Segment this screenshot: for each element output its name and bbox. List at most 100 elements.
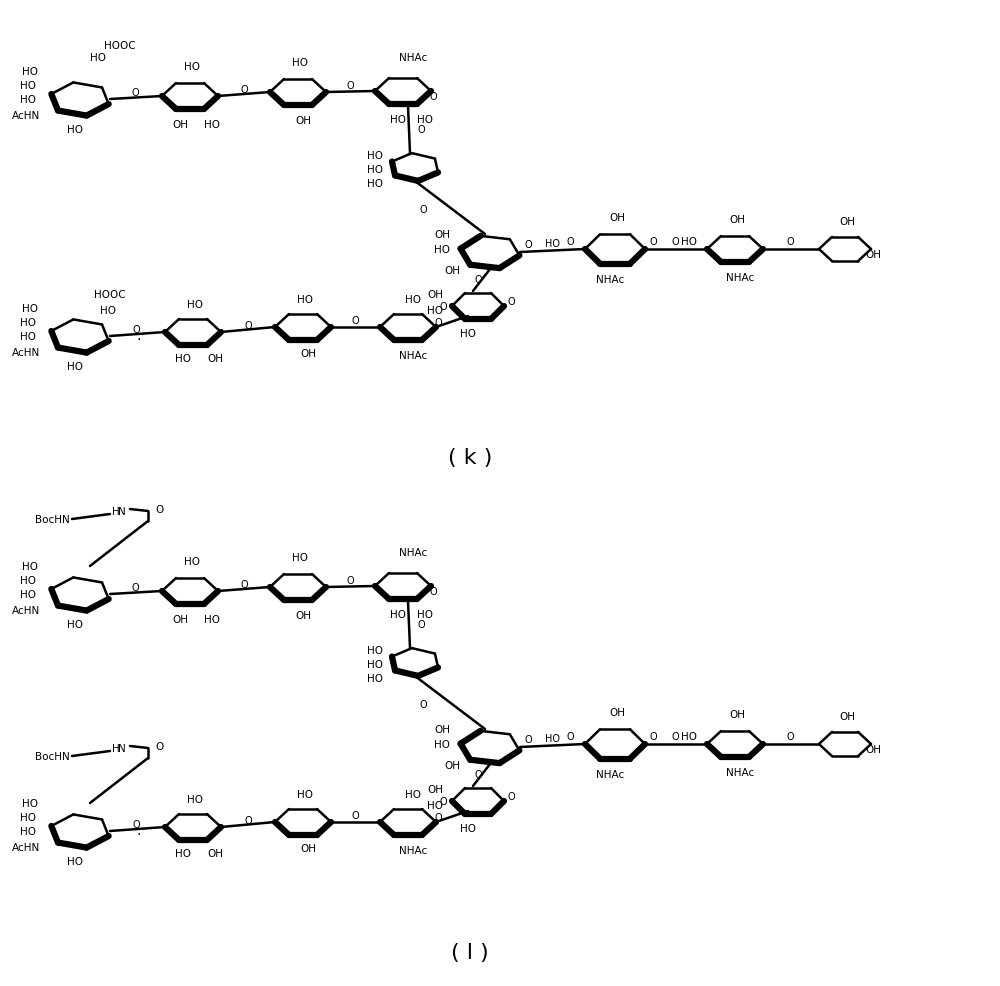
Text: HO: HO bbox=[460, 328, 476, 338]
Text: O: O bbox=[786, 732, 794, 741]
Text: OH: OH bbox=[427, 784, 443, 794]
Text: HO: HO bbox=[390, 115, 406, 125]
Text: HO: HO bbox=[20, 826, 36, 836]
Text: HO: HO bbox=[204, 614, 220, 624]
Text: O: O bbox=[346, 81, 354, 91]
Text: HO: HO bbox=[681, 732, 697, 741]
Text: O: O bbox=[131, 88, 139, 98]
Text: O: O bbox=[419, 699, 427, 709]
Text: HO: HO bbox=[417, 609, 433, 619]
Text: O: O bbox=[156, 741, 164, 751]
Text: AcHN: AcHN bbox=[12, 348, 40, 358]
Text: O: O bbox=[566, 732, 574, 741]
Text: N: N bbox=[118, 743, 126, 753]
Text: OH: OH bbox=[300, 349, 316, 359]
Text: HO: HO bbox=[297, 295, 313, 305]
Text: N: N bbox=[118, 507, 126, 517]
Text: O: O bbox=[671, 237, 679, 246]
Text: OH: OH bbox=[295, 610, 311, 620]
Text: HO: HO bbox=[417, 115, 433, 125]
Text: HO: HO bbox=[427, 306, 443, 316]
Text: OH: OH bbox=[434, 230, 450, 240]
Text: O: O bbox=[507, 297, 515, 307]
Text: O: O bbox=[786, 237, 794, 246]
Text: HO: HO bbox=[427, 801, 443, 810]
Text: NHAc: NHAc bbox=[596, 275, 624, 285]
Text: O: O bbox=[566, 237, 574, 246]
Text: HO: HO bbox=[460, 823, 476, 833]
Text: O: O bbox=[671, 732, 679, 741]
Text: NHAc: NHAc bbox=[596, 769, 624, 779]
Text: HO: HO bbox=[67, 856, 83, 866]
Text: HO: HO bbox=[90, 53, 106, 63]
Text: OH: OH bbox=[434, 725, 450, 735]
Text: OH: OH bbox=[729, 215, 745, 225]
Text: O: O bbox=[240, 580, 248, 590]
Text: O: O bbox=[429, 587, 437, 597]
Text: HO: HO bbox=[22, 67, 38, 77]
Text: HO: HO bbox=[184, 556, 200, 566]
Text: NHAc: NHAc bbox=[726, 273, 754, 283]
Text: HO: HO bbox=[20, 576, 36, 586]
Text: NHAc: NHAc bbox=[399, 845, 427, 855]
Text: OH: OH bbox=[609, 213, 625, 223]
Text: ·: · bbox=[137, 332, 141, 347]
Text: HO: HO bbox=[67, 125, 83, 135]
Text: HO: HO bbox=[367, 673, 383, 683]
Text: O: O bbox=[474, 275, 482, 285]
Text: O: O bbox=[419, 205, 427, 215]
Text: O: O bbox=[524, 240, 532, 249]
Text: OH: OH bbox=[865, 249, 881, 259]
Text: O: O bbox=[132, 324, 140, 334]
Text: HO: HO bbox=[434, 245, 450, 254]
Text: HO: HO bbox=[405, 789, 421, 800]
Text: HO: HO bbox=[20, 81, 36, 91]
Text: O: O bbox=[346, 576, 354, 586]
Text: OH: OH bbox=[172, 120, 188, 130]
Text: HO: HO bbox=[367, 178, 383, 188]
Text: OH: OH bbox=[609, 707, 625, 717]
Text: HO: HO bbox=[544, 239, 560, 248]
Text: HO: HO bbox=[22, 799, 38, 809]
Text: OH: OH bbox=[295, 116, 311, 126]
Text: OH: OH bbox=[839, 711, 855, 722]
Text: HO: HO bbox=[22, 304, 38, 314]
Text: O: O bbox=[434, 812, 442, 822]
Text: HO: HO bbox=[292, 58, 308, 68]
Text: HO: HO bbox=[175, 848, 191, 858]
Text: O: O bbox=[649, 732, 657, 741]
Text: AcHN: AcHN bbox=[12, 842, 40, 852]
Text: HO: HO bbox=[297, 789, 313, 800]
Text: HO: HO bbox=[22, 561, 38, 572]
Text: HO: HO bbox=[187, 794, 203, 805]
Text: HO: HO bbox=[292, 552, 308, 562]
Text: HO: HO bbox=[20, 590, 36, 599]
Text: HO: HO bbox=[67, 619, 83, 629]
Text: NHAc: NHAc bbox=[726, 767, 754, 777]
Text: O: O bbox=[434, 317, 442, 327]
Text: OH: OH bbox=[729, 709, 745, 719]
Text: BocHN: BocHN bbox=[35, 751, 70, 761]
Text: O: O bbox=[417, 125, 425, 135]
Text: HO: HO bbox=[367, 165, 383, 175]
Text: OH: OH bbox=[444, 760, 460, 770]
Text: NHAc: NHAc bbox=[399, 547, 427, 557]
Text: OH: OH bbox=[427, 290, 443, 300]
Text: O: O bbox=[429, 92, 437, 102]
Text: ( l ): ( l ) bbox=[451, 942, 489, 962]
Text: BocHN: BocHN bbox=[35, 515, 70, 525]
Text: ·: · bbox=[137, 827, 141, 841]
Text: O: O bbox=[474, 769, 482, 779]
Text: OH: OH bbox=[865, 744, 881, 754]
Text: NHAc: NHAc bbox=[399, 53, 427, 63]
Text: O: O bbox=[649, 237, 657, 246]
Text: O: O bbox=[417, 619, 425, 629]
Text: HO: HO bbox=[367, 151, 383, 161]
Text: H: H bbox=[112, 743, 120, 753]
Text: HO: HO bbox=[20, 331, 36, 342]
Text: O: O bbox=[439, 302, 447, 312]
Text: AcHN: AcHN bbox=[12, 605, 40, 615]
Text: O: O bbox=[524, 735, 532, 744]
Text: HOOC: HOOC bbox=[104, 41, 136, 51]
Text: HO: HO bbox=[67, 362, 83, 372]
